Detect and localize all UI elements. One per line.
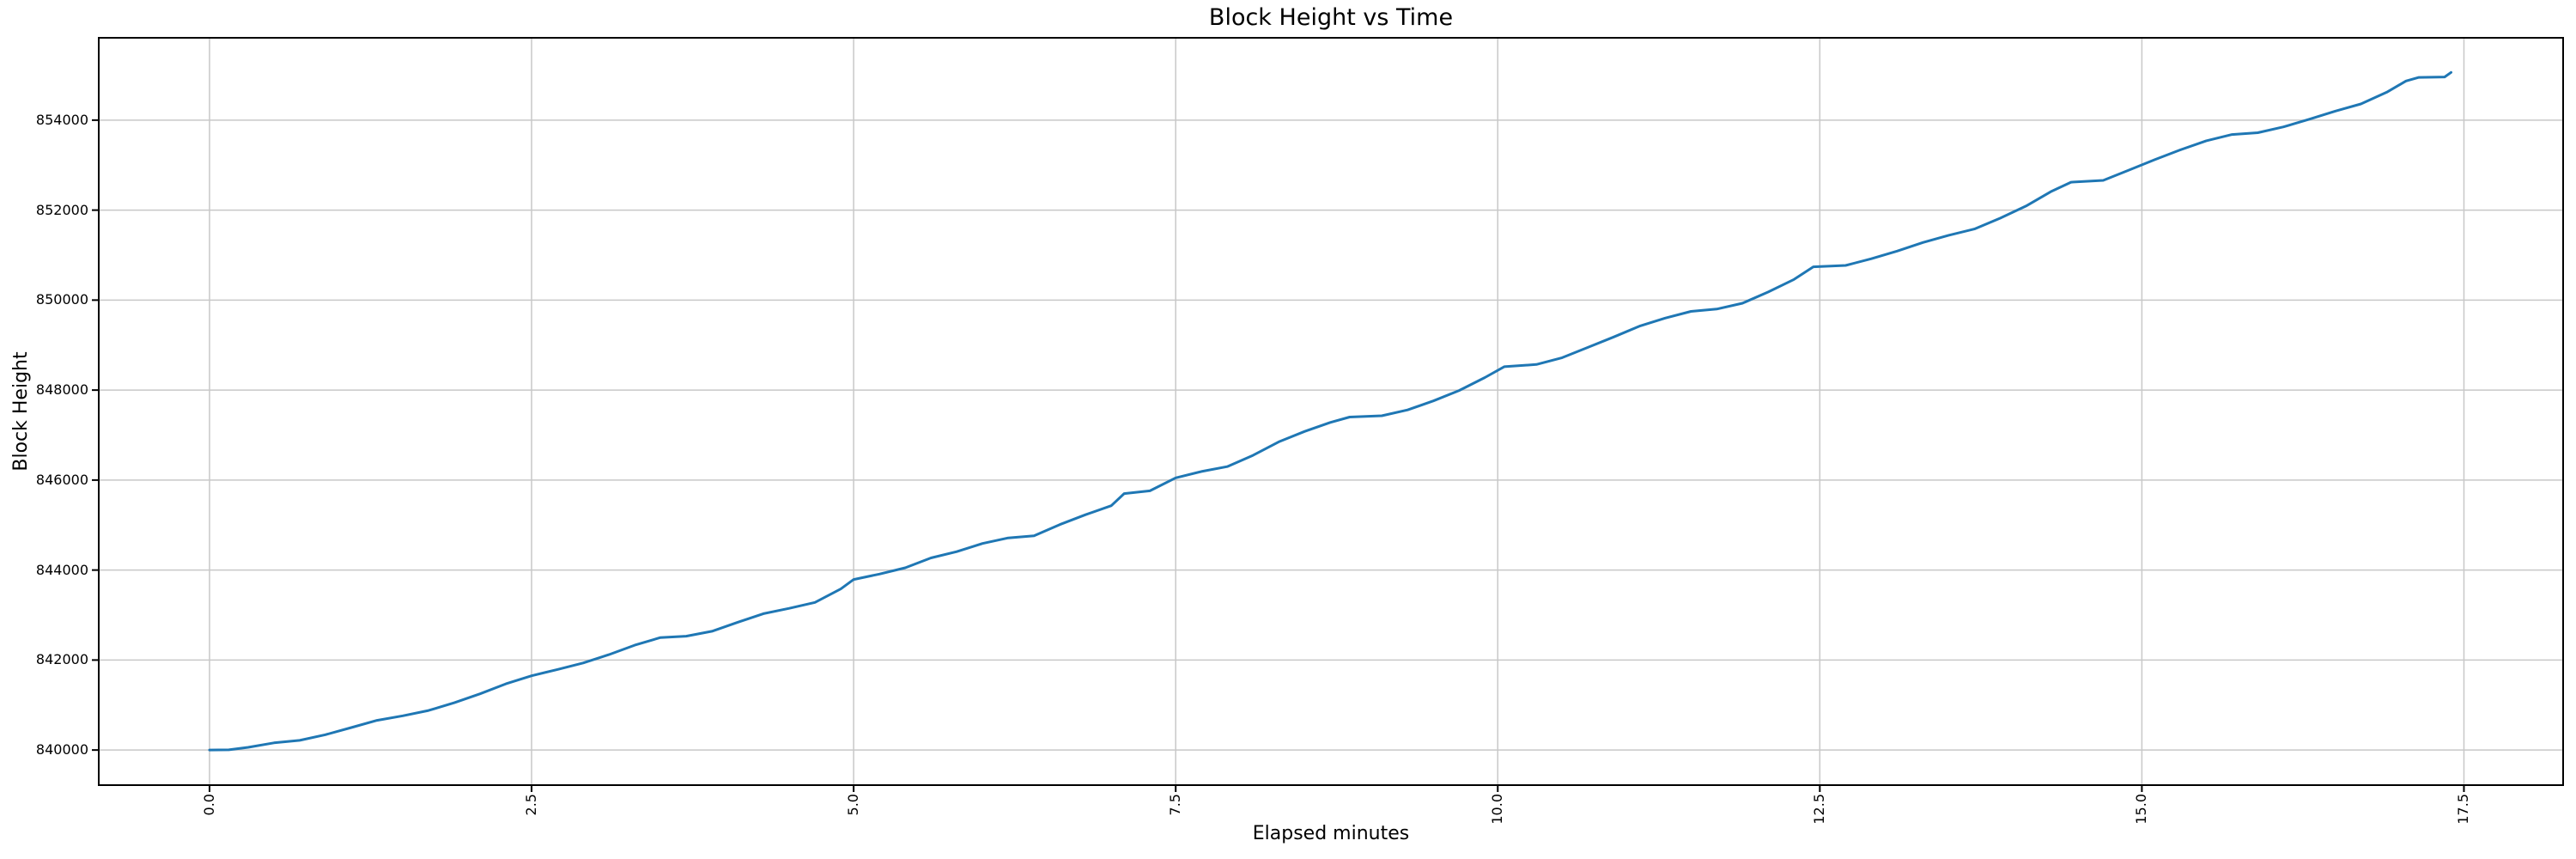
y-tick-label: 848000 bbox=[35, 381, 88, 399]
y-tick-label: 852000 bbox=[35, 201, 88, 218]
chart-title: Block Height vs Time bbox=[1208, 4, 1454, 31]
y-tick-label: 846000 bbox=[35, 471, 88, 488]
x-tick-label: 5.0 bbox=[845, 794, 862, 816]
series-line-block-height bbox=[208, 70, 2452, 752]
plot-border bbox=[98, 37, 2564, 786]
y-tick-label: 842000 bbox=[35, 651, 88, 668]
y-tick-label: 840000 bbox=[35, 741, 88, 758]
y-tick-label: 850000 bbox=[35, 291, 88, 308]
x-axis-label: Elapsed minutes bbox=[1252, 823, 1410, 844]
y-axis-label: Block Height bbox=[10, 351, 32, 472]
y-tick-label: 854000 bbox=[35, 111, 88, 128]
y-tick-label: 844000 bbox=[35, 561, 88, 578]
x-tick-label: 15.0 bbox=[2133, 794, 2150, 825]
x-tick-label: 10.0 bbox=[1489, 794, 1506, 825]
x-tick-label: 0.0 bbox=[201, 794, 218, 816]
x-tick-label: 17.5 bbox=[2455, 794, 2472, 825]
x-tick-label: 12.5 bbox=[1811, 794, 1828, 825]
x-tick-label: 7.5 bbox=[1167, 794, 1184, 816]
x-tick-label: 2.5 bbox=[523, 794, 540, 816]
